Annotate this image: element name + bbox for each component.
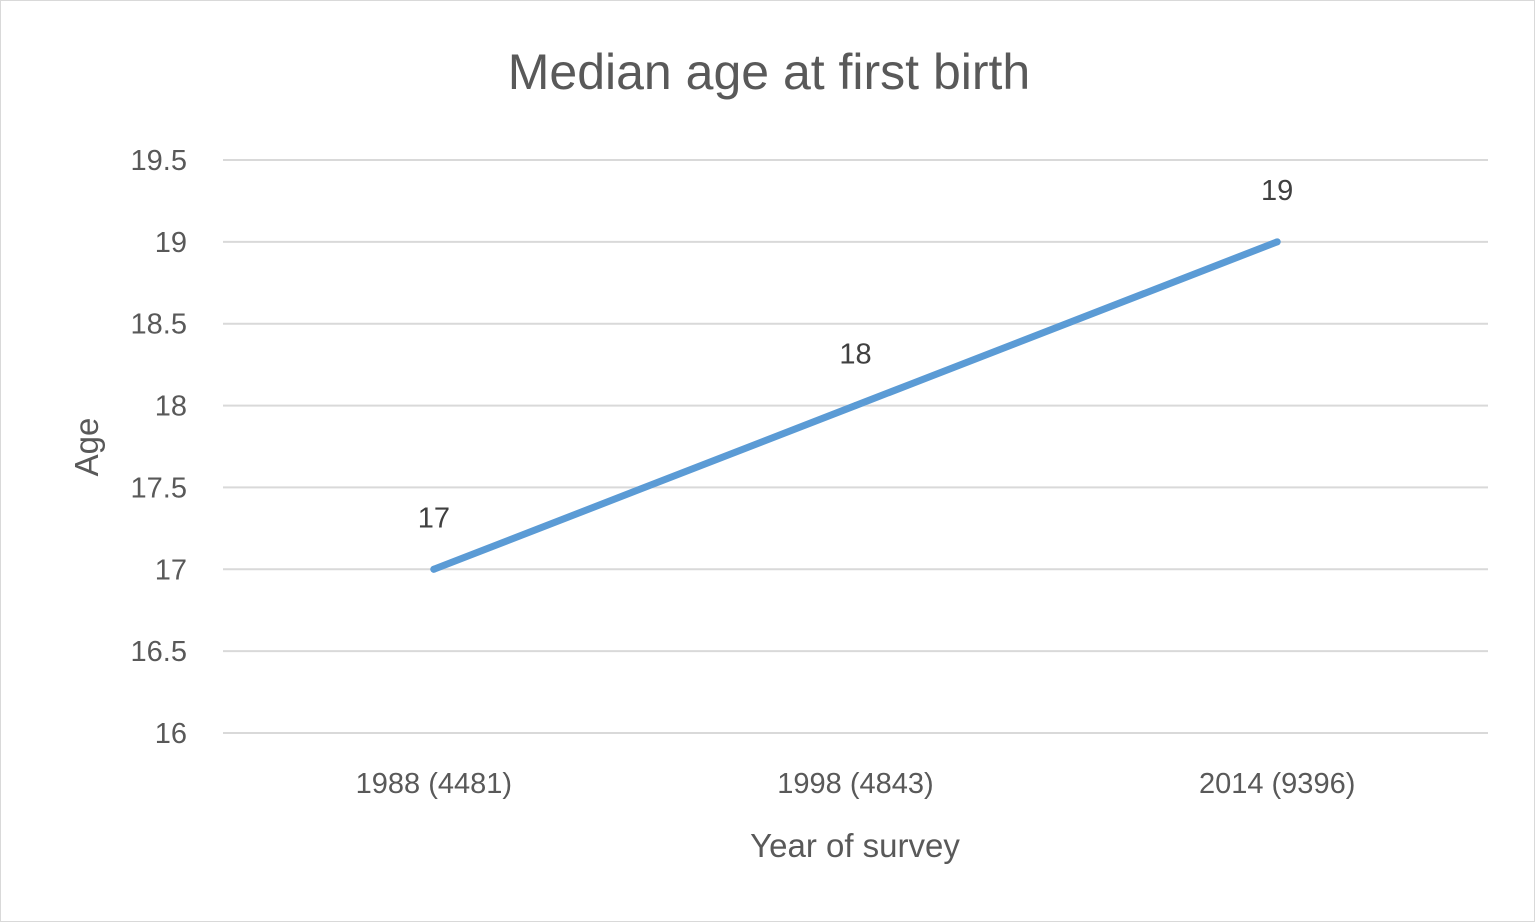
y-tick-label: 19.5 — [131, 145, 187, 177]
y-tick-label: 17.5 — [131, 472, 187, 504]
data-label: 19 — [1261, 175, 1293, 207]
y-tick-label: 17 — [155, 554, 187, 586]
y-axis-title: Age — [68, 418, 105, 477]
x-axis-ticks: 1988 (4481) 1998 (4843) 2014 (9396) — [356, 768, 1356, 800]
y-tick-label: 18.5 — [131, 309, 187, 341]
y-tick-label: 19 — [155, 227, 187, 259]
y-tick-label: 16 — [155, 718, 187, 750]
data-point — [430, 565, 438, 573]
data-point — [852, 402, 859, 410]
y-tick-label: 18 — [155, 391, 187, 423]
chart-title: Median age at first birth — [508, 44, 1031, 100]
x-tick-label: 1988 (4481) — [356, 768, 512, 800]
data-labels: 17 18 19 — [418, 175, 1294, 534]
y-tick-label: 16.5 — [131, 636, 187, 668]
series-line — [430, 238, 1281, 573]
data-label: 17 — [418, 502, 450, 534]
y-axis-ticks: 16 16.5 17 17.5 18 18.5 19 19.5 — [131, 145, 187, 750]
x-axis-title: Year of survey — [750, 827, 960, 864]
gridlines — [223, 159, 1488, 734]
data-label: 18 — [839, 339, 871, 371]
data-point — [1273, 238, 1281, 246]
x-tick-label: 1998 (4843) — [777, 768, 933, 800]
x-tick-label: 2014 (9396) — [1199, 768, 1355, 800]
